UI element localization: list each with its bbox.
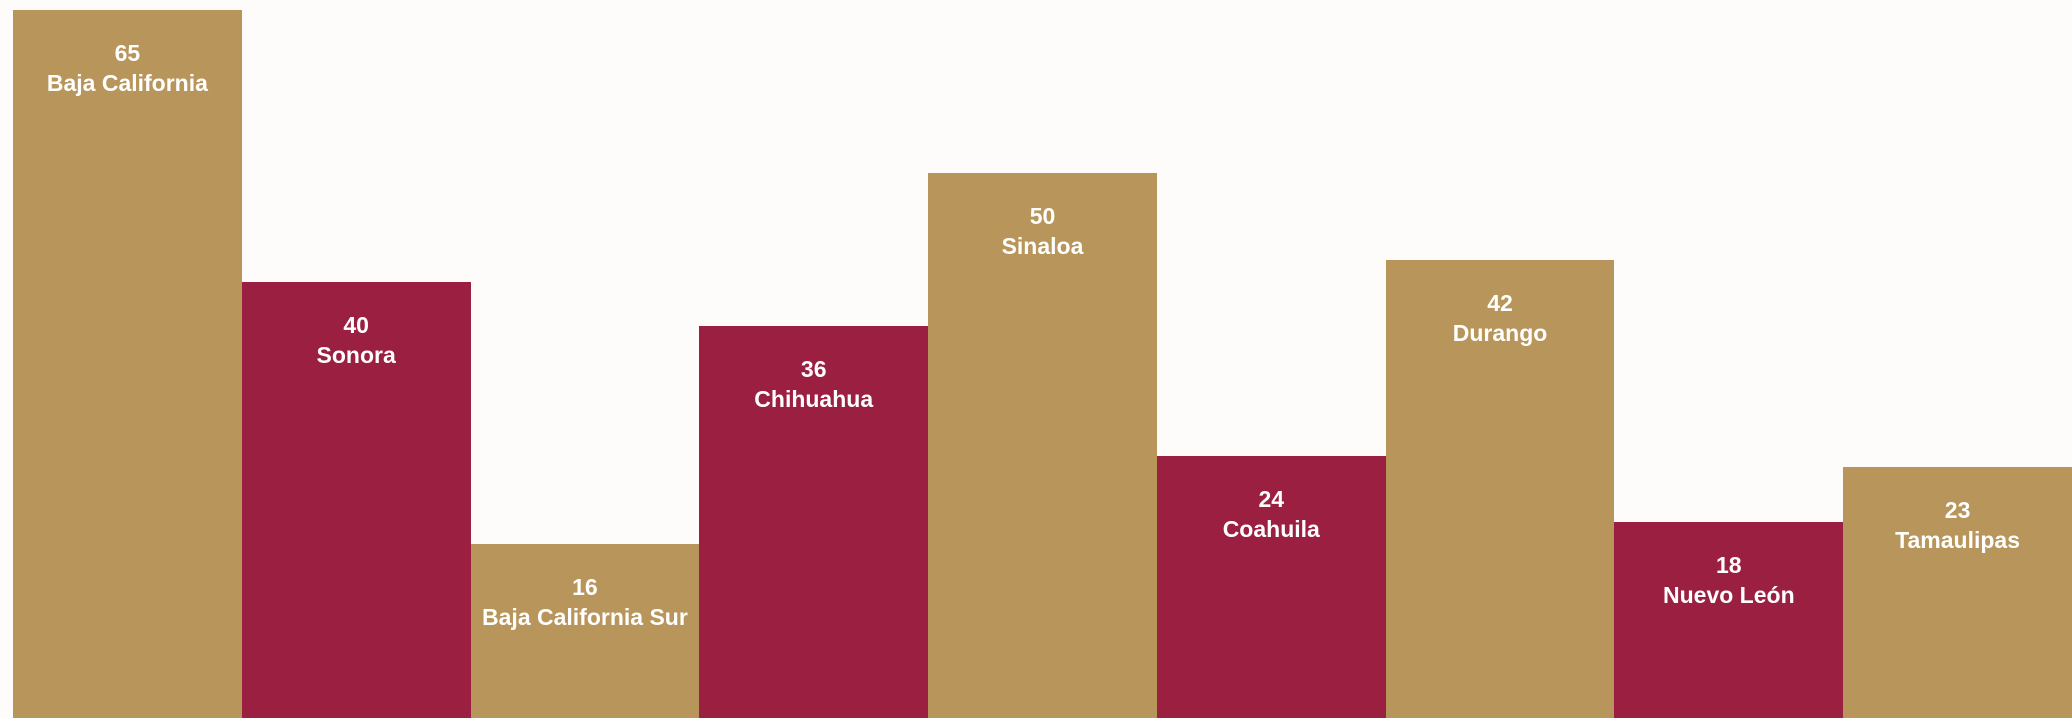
bar xyxy=(1156,456,1386,718)
value-label: 40 xyxy=(343,312,369,338)
bar xyxy=(13,9,242,718)
value-label: 18 xyxy=(1716,551,1742,578)
category-label: Durango xyxy=(1452,320,1548,347)
bar-label: 36 Chihuahua xyxy=(699,354,928,414)
bar xyxy=(1385,260,1615,718)
bar-label: 16 Baja California Sur xyxy=(471,572,700,632)
bar xyxy=(470,543,700,718)
bar xyxy=(928,173,1157,718)
category-label: Baja California Sur xyxy=(482,603,688,630)
bar xyxy=(699,325,929,718)
bar-label: 42 Durango xyxy=(1386,288,1615,348)
category-label: Tamaulipas xyxy=(1895,527,2021,554)
value-label: 36 xyxy=(800,355,827,382)
value-label: 24 xyxy=(1258,486,1285,513)
category-label: Sinaloa xyxy=(1001,233,1084,259)
bar-label: 18 Nuevo León xyxy=(1614,550,1843,610)
bar xyxy=(1614,521,1844,718)
category-label: Chihuahua xyxy=(754,385,874,412)
bar-label: 40 Sonora xyxy=(242,310,471,370)
value-label: 50 xyxy=(1029,203,1056,229)
value-label: 16 xyxy=(572,573,598,600)
category-label: Baja California xyxy=(46,69,208,96)
bar-label: 50 Sinaloa xyxy=(928,201,1157,261)
category-label: Sonora xyxy=(316,342,396,368)
category-label: Nuevo León xyxy=(1663,581,1795,608)
value-label: 23 xyxy=(1944,497,1971,524)
bar xyxy=(241,282,471,718)
bar-label: 65 Baja California xyxy=(13,38,242,98)
bar-label: 23 Tamaulipas xyxy=(1843,495,2072,555)
bar-label: 24 Coahuila xyxy=(1157,484,1386,544)
bar xyxy=(1843,467,2072,718)
category-label: Coahuila xyxy=(1222,516,1320,543)
value-label: 65 xyxy=(114,39,141,66)
value-label: 42 xyxy=(1487,290,1513,317)
